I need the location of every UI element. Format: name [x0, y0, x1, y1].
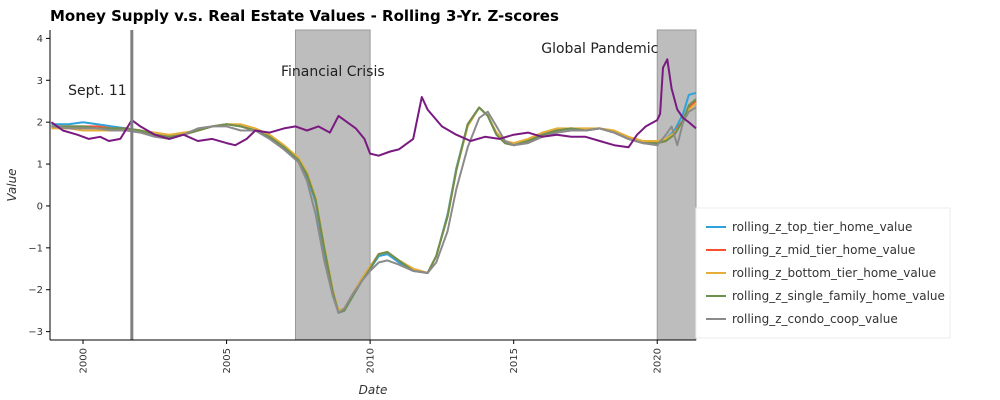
legend-label: rolling_z_bottom_tier_home_value: [732, 266, 936, 280]
legend-item-rolling-z-mid-tier-home-value[interactable]: rolling_z_mid_tier_home_value: [706, 243, 915, 257]
legend-label: rolling_z_top_tier_home_value: [732, 220, 912, 234]
x-axis-label: Date: [359, 383, 388, 397]
legend-box: [695, 207, 951, 339]
shaded-region-global-pandemic: [656, 29, 697, 341]
series-line-rolling-z-condo-coop-value[interactable]: [51, 106, 697, 314]
x-tick-label: 2020: [653, 348, 664, 373]
y-tick-label: 4: [37, 34, 43, 45]
legend-label: rolling_z_mid_tier_home_value: [732, 243, 915, 257]
y-tick-label: 3: [37, 76, 43, 87]
y-tick-label: 2: [37, 118, 43, 129]
y-tick-label: −1: [28, 243, 43, 254]
x-tick-label: 2015: [509, 348, 520, 373]
y-tick-label: 0: [37, 201, 43, 212]
y-tick-label: −2: [28, 285, 43, 296]
annotation-sept-11: Sept. 11: [68, 83, 127, 99]
legend-label: rolling_z_condo_coop_value: [732, 312, 898, 326]
y-tick-label: 1: [37, 160, 43, 171]
annotation-global-pandemic: Global Pandemic: [541, 41, 658, 57]
legend-label: rolling_z_single_family_home_value: [732, 289, 945, 303]
y-tick-label: −3: [28, 327, 43, 338]
series-line-money-supply[interactable]: [50, 58, 697, 157]
x-tick-label: 2005: [222, 348, 233, 373]
series-lines: [50, 58, 697, 314]
y-axis-label: Value: [5, 168, 19, 201]
legend-item-rolling-z-bottom-tier-home-value[interactable]: rolling_z_bottom_tier_home_value: [706, 266, 936, 280]
x-axis-ticks: 2000 2005 2010 2015 2020: [79, 340, 664, 373]
legend-item-rolling-z-single-family-home-value[interactable]: rolling_z_single_family_home_value: [706, 289, 945, 303]
annotation-financial-crisis: Financial Crisis: [281, 64, 385, 80]
plot-area[interactable]: [50, 30, 696, 340]
x-tick-label: 2010: [366, 348, 377, 373]
legend[interactable]: rolling_z_top_tier_home_value rolling_z_m…: [695, 207, 951, 339]
legend-item-rolling-z-top-tier-home-value[interactable]: rolling_z_top_tier_home_value: [706, 220, 912, 234]
chart-title: Money Supply v.s. Real Estate Values - R…: [50, 7, 559, 25]
shaded-regions: [294, 29, 697, 341]
x-tick-label: 2000: [79, 348, 90, 373]
legend-item-rolling-z-condo-coop-value[interactable]: rolling_z_condo_coop_value: [706, 312, 898, 326]
annotations: Sept. 11 Financial Crisis Global Pandemic: [68, 41, 658, 99]
y-axis-ticks: −3 −2 −1 0 1 2 3 4: [28, 34, 50, 338]
